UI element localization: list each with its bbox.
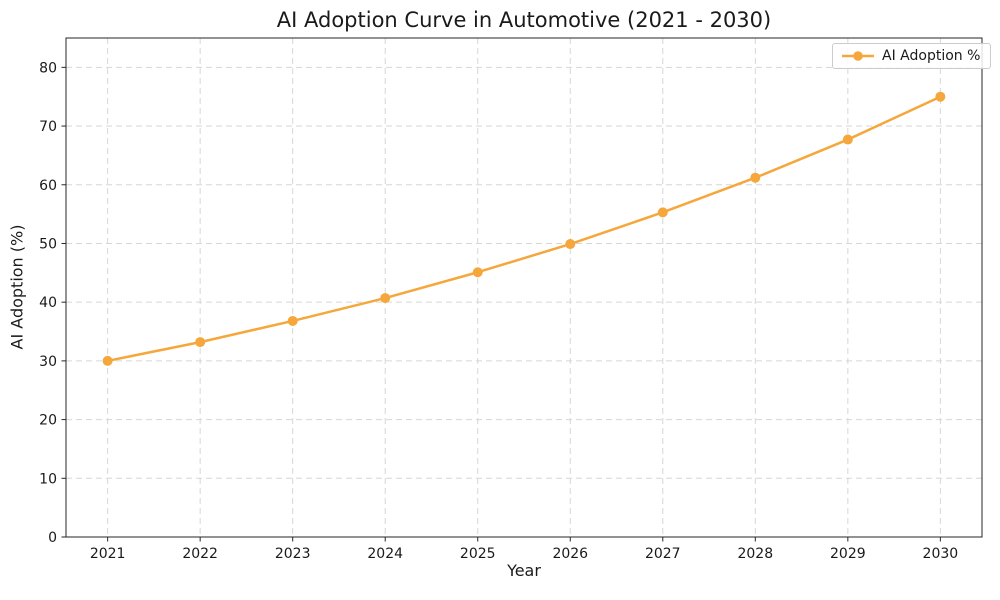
- y-tick-label: 20: [39, 413, 57, 429]
- data-point-marker: [287, 315, 298, 326]
- x-tick-label: 2029: [830, 546, 866, 562]
- y-tick-label: 60: [39, 178, 57, 194]
- data-point-marker: [842, 134, 853, 145]
- x-tick-label: 2030: [923, 546, 959, 562]
- series-line: [106, 95, 942, 363]
- legend: AI Adoption %: [832, 43, 992, 69]
- y-tick-label: 70: [39, 119, 57, 135]
- y-axis-title: AI Adoption (%): [7, 224, 27, 350]
- x-tick-label: 2023: [275, 546, 311, 562]
- legend-label: AI Adoption %: [882, 48, 981, 64]
- x-tick-label: 2022: [182, 546, 218, 562]
- data-point-marker: [195, 337, 206, 348]
- data-point-marker: [565, 239, 576, 250]
- x-tick-label: 2027: [645, 546, 681, 562]
- x-tick-label: 2024: [367, 546, 403, 562]
- data-point-marker: [380, 293, 391, 304]
- data-point-marker: [750, 172, 761, 183]
- legend-marker-sample: [853, 51, 863, 61]
- y-tick-label: 30: [39, 354, 57, 370]
- y-tick-label: 50: [39, 236, 57, 252]
- x-tick-label: 2025: [460, 546, 496, 562]
- chart-title: AI Adoption Curve in Automotive (2021 - …: [276, 8, 772, 32]
- x-tick-label: 2026: [552, 546, 588, 562]
- y-tick-label: 10: [39, 471, 57, 487]
- plot-border: [65, 37, 983, 538]
- data-point-marker: [657, 207, 668, 218]
- data-point-marker: [472, 267, 483, 278]
- x-tick-label: 2028: [737, 546, 773, 562]
- y-tick-label: 0: [48, 530, 57, 546]
- y-tick-label: 80: [39, 60, 57, 76]
- data-point-marker: [102, 355, 113, 366]
- x-axis-title: Year: [507, 561, 541, 580]
- y-tick-label: 40: [39, 295, 57, 311]
- legend-line-marker-icon: [842, 51, 874, 61]
- x-tick-label: 2021: [90, 546, 126, 562]
- data-point-marker: [935, 91, 946, 102]
